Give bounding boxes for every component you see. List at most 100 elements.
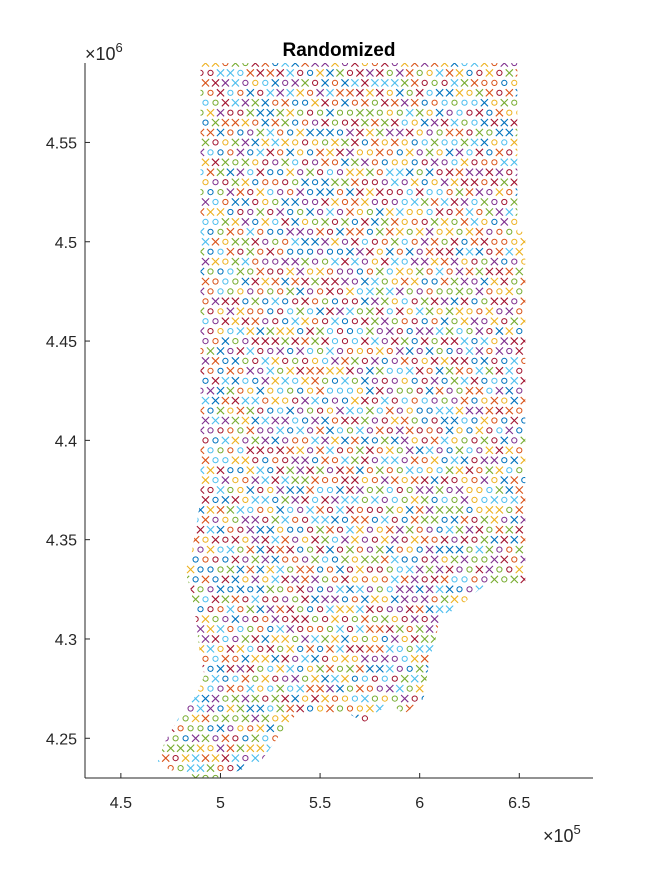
data-point [511, 238, 518, 245]
data-point [311, 694, 320, 703]
data-point [431, 397, 438, 404]
data-point [277, 725, 284, 732]
data-point [370, 555, 379, 564]
data-point [355, 605, 364, 614]
data-point [450, 277, 459, 286]
data-point [221, 118, 230, 127]
data-point [376, 566, 383, 573]
data-point [401, 119, 408, 126]
data-point [496, 566, 503, 573]
data-point [401, 238, 408, 245]
data-point [237, 625, 244, 633]
data-point [375, 128, 384, 137]
data-point [475, 426, 484, 435]
data-point [307, 109, 314, 116]
data-point [351, 695, 358, 702]
data-point [505, 366, 514, 375]
data-point [346, 328, 354, 335]
data-point [341, 178, 349, 187]
data-point [445, 327, 454, 336]
data-point [416, 208, 423, 216]
data-point [411, 298, 418, 305]
data-point [247, 169, 254, 176]
data-point [346, 69, 354, 77]
data-point [216, 585, 225, 594]
data-point [226, 366, 235, 375]
data-point [341, 356, 349, 365]
data-point [396, 328, 403, 335]
data-point [252, 159, 259, 166]
data-point [375, 366, 384, 375]
data-point [341, 198, 349, 206]
data-point [435, 327, 444, 336]
data-point [311, 277, 320, 286]
data-point [237, 486, 244, 494]
data-point [370, 78, 379, 87]
data-point [471, 397, 478, 404]
data-point [391, 63, 398, 67]
data-point [510, 456, 519, 465]
data-point [221, 78, 230, 87]
data-point [415, 227, 424, 236]
data-point [365, 704, 374, 713]
data-point [355, 247, 364, 256]
data-point [351, 635, 358, 643]
data-point [316, 327, 325, 336]
data-point [495, 446, 504, 455]
data-point [365, 168, 374, 177]
data-point [291, 495, 300, 504]
data-point [366, 427, 373, 434]
data-point [287, 526, 294, 533]
data-point [385, 168, 394, 177]
data-point [425, 446, 434, 455]
data-point [186, 565, 195, 574]
data-point [191, 754, 200, 763]
data-point [207, 566, 214, 573]
data-point [331, 377, 339, 384]
data-point [445, 148, 454, 157]
data-point [420, 515, 429, 524]
data-point [221, 575, 230, 584]
data-point [307, 228, 314, 235]
y-tick-label: 4.35 [46, 533, 77, 550]
data-point [242, 616, 249, 623]
data-point [361, 715, 368, 722]
data-point [460, 277, 469, 286]
data-point [341, 495, 349, 504]
data-point [257, 308, 264, 315]
data-point [390, 456, 399, 465]
data-point [331, 635, 339, 643]
data-point [256, 386, 265, 395]
data-point [455, 247, 464, 256]
data-point [475, 565, 484, 574]
data-point [355, 684, 364, 693]
data-point [405, 605, 414, 614]
data-point [211, 635, 220, 643]
data-point [256, 446, 265, 455]
data-point [416, 149, 423, 156]
data-point [211, 376, 220, 385]
data-point [311, 595, 320, 604]
data-point [206, 108, 215, 117]
data-point [515, 347, 524, 355]
data-point [491, 198, 498, 206]
data-point [515, 525, 524, 534]
data-point [317, 705, 324, 712]
data-point [222, 536, 229, 543]
data-point [336, 248, 344, 255]
data-point [371, 397, 378, 404]
data-point [421, 377, 428, 384]
data-point [277, 169, 284, 176]
data-point [202, 556, 209, 563]
data-point [510, 416, 519, 425]
data-point [445, 585, 454, 594]
data-point [485, 88, 494, 97]
data-point [257, 228, 264, 235]
data-point [326, 148, 334, 157]
data-point [406, 645, 413, 653]
data-point [421, 179, 428, 186]
data-point [411, 377, 418, 384]
data-point [292, 536, 299, 543]
data-point [246, 486, 255, 494]
data-point [287, 308, 294, 315]
